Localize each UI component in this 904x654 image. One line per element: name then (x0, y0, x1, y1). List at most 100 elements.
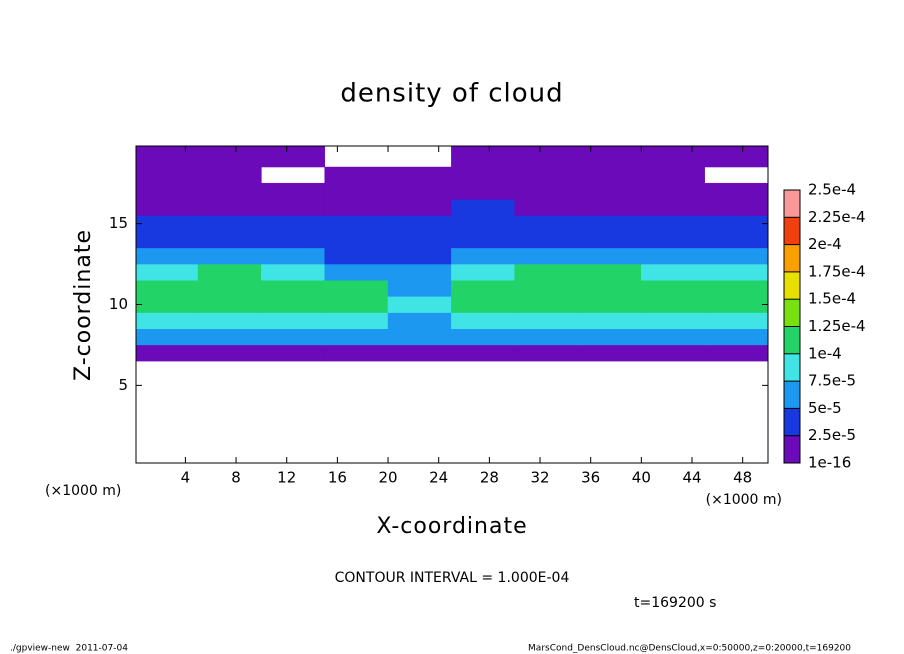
colorbar-swatch (784, 408, 800, 436)
x-tick-label: 32 (530, 469, 549, 487)
heat-cell (641, 328, 705, 346)
x-tick-label: 48 (733, 469, 752, 487)
heat-cell (577, 231, 642, 249)
heat-cell (577, 279, 642, 297)
heat-cell (514, 312, 579, 330)
heat-cell (514, 344, 579, 362)
chart-title: density of cloud (340, 79, 563, 109)
heat-cell (197, 145, 262, 168)
heat-cell (641, 182, 705, 200)
heat-cell (704, 182, 769, 200)
heat-cell (261, 199, 325, 216)
heat-cell (641, 263, 705, 281)
colorbar-swatch (784, 381, 800, 409)
x-tick-label: 36 (581, 469, 600, 487)
x-tick-label: 44 (682, 469, 701, 487)
colorbar-label: 2.5e-4 (808, 181, 856, 199)
heat-cell (324, 199, 389, 216)
x-tick-label: 20 (378, 469, 397, 487)
heat-cell (514, 166, 579, 184)
heat-cell (387, 312, 452, 330)
footer-right: MarsCond_DensCloud.nc@DensCloud,x=0:5000… (528, 644, 851, 654)
heat-cell (135, 199, 199, 216)
heat-cell (641, 199, 705, 216)
heat-cell (514, 182, 579, 200)
colorbar-label: 7.5e-5 (808, 372, 856, 390)
heat-cell (451, 312, 515, 330)
colorbar-label: 5e-5 (808, 399, 842, 417)
heat-cell (514, 145, 579, 168)
heat-cell (704, 344, 769, 362)
heat-cell (324, 166, 389, 184)
heat-cell (514, 263, 579, 281)
x-tick-label: 12 (277, 469, 296, 487)
heat-cell (577, 199, 642, 216)
heat-cell (324, 263, 389, 281)
heat-cell (197, 312, 262, 330)
heat-cell (451, 215, 515, 232)
heat-cell (451, 344, 515, 362)
heat-cell (514, 328, 579, 346)
heat-cell (135, 328, 199, 346)
heat-cell (451, 166, 515, 184)
heat-cell (451, 199, 515, 216)
heat-cell (704, 279, 769, 297)
heat-cell (135, 296, 199, 313)
heat-cell (451, 182, 515, 200)
heat-cell (641, 215, 705, 232)
colorbar-label: 2.5e-5 (808, 426, 856, 444)
heat-cell (641, 344, 705, 362)
x-tick-label: 4 (181, 469, 191, 487)
heat-cell (324, 296, 389, 313)
heat-cell (451, 328, 515, 346)
heat-cell (261, 182, 325, 200)
heat-cell (197, 182, 262, 200)
heat-cell (577, 296, 642, 313)
time-label: t=169200 s (634, 595, 716, 611)
heat-cell (135, 247, 199, 265)
heat-cell (387, 231, 452, 249)
heat-cell (197, 263, 262, 281)
heat-cell (261, 231, 325, 249)
heat-cell (261, 247, 325, 265)
heat-cell (387, 247, 452, 265)
heat-cell (135, 312, 199, 330)
heat-cell (197, 231, 262, 249)
heat-cell (514, 296, 579, 313)
x-unit: (×1000 m) (706, 492, 782, 508)
colorbar-swatch (784, 299, 800, 327)
heat-cell (324, 182, 389, 200)
heat-cell (324, 344, 389, 362)
heat-cell (324, 231, 389, 249)
x-tick-label: 24 (429, 469, 448, 487)
x-axis-label: X-coordinate (376, 514, 527, 539)
heat-cell (577, 344, 642, 362)
heat-cell (387, 166, 452, 184)
heat-cell (451, 247, 515, 265)
heat-cell (387, 199, 452, 216)
heat-cell (704, 215, 769, 232)
colorbar-swatch (784, 244, 800, 272)
heat-cell (135, 182, 199, 200)
heat-cell (577, 166, 642, 184)
heat-cell (577, 263, 642, 281)
heat-cell (135, 279, 199, 297)
colorbar-label: 2e-4 (808, 235, 842, 253)
colorbar-swatch (784, 353, 800, 382)
heat-cell (135, 263, 199, 281)
heat-cell (704, 263, 769, 281)
colorbar-label: 1e-16 (808, 454, 851, 472)
heat-cell (197, 328, 262, 346)
colorbar-swatch (784, 326, 800, 354)
colorbar-swatch (784, 217, 800, 245)
x-tick-label: 28 (480, 469, 499, 487)
heat-cell (387, 263, 452, 281)
y-axis-label: Z-coordinate (71, 229, 96, 381)
colorbar-swatch (784, 190, 800, 218)
heat-cell (577, 182, 642, 200)
heat-cell (451, 263, 515, 281)
heat-cell (324, 215, 389, 232)
heat-cell (704, 328, 769, 346)
y-tick-label: 15 (109, 214, 128, 232)
heat-cell (197, 166, 262, 184)
